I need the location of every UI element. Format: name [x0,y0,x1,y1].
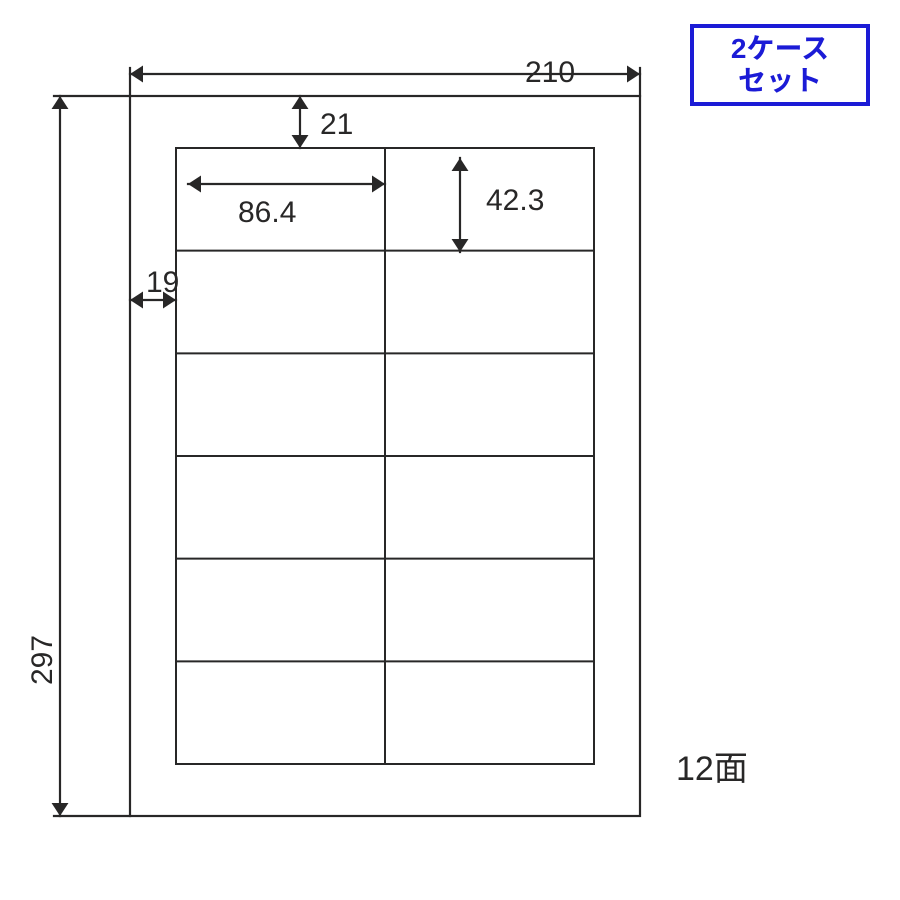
arrowhead [52,96,69,109]
dim-width-label: 210 [525,56,575,89]
arrowhead [130,292,143,309]
dim-cell-h-label: 42.3 [486,184,544,217]
dim-cell-w-label: 86.4 [238,196,296,229]
arrowhead [627,66,640,83]
set-badge: 2ケース セット [690,24,870,106]
arrowhead [130,66,143,83]
badge-line2: セット [738,65,822,97]
arrowhead [52,803,69,816]
dim-left-margin-label: 19 [146,266,179,299]
dim-top-margin-label: 21 [320,108,353,141]
arrowhead [292,96,309,109]
dim-height-label: 297 [26,635,59,685]
badge-line1: 2ケース [731,33,829,65]
diagram-stage: 210 297 21 19 86.4 42.3 12面 2ケース セット [0,0,900,900]
label-sheet-diagram: 210 297 21 19 86.4 42.3 12面 [0,0,900,900]
arrowhead [188,176,201,193]
face-count-label: 12面 [676,750,748,788]
arrowhead [292,135,309,148]
arrowhead [372,176,385,193]
arrowhead [452,158,469,171]
